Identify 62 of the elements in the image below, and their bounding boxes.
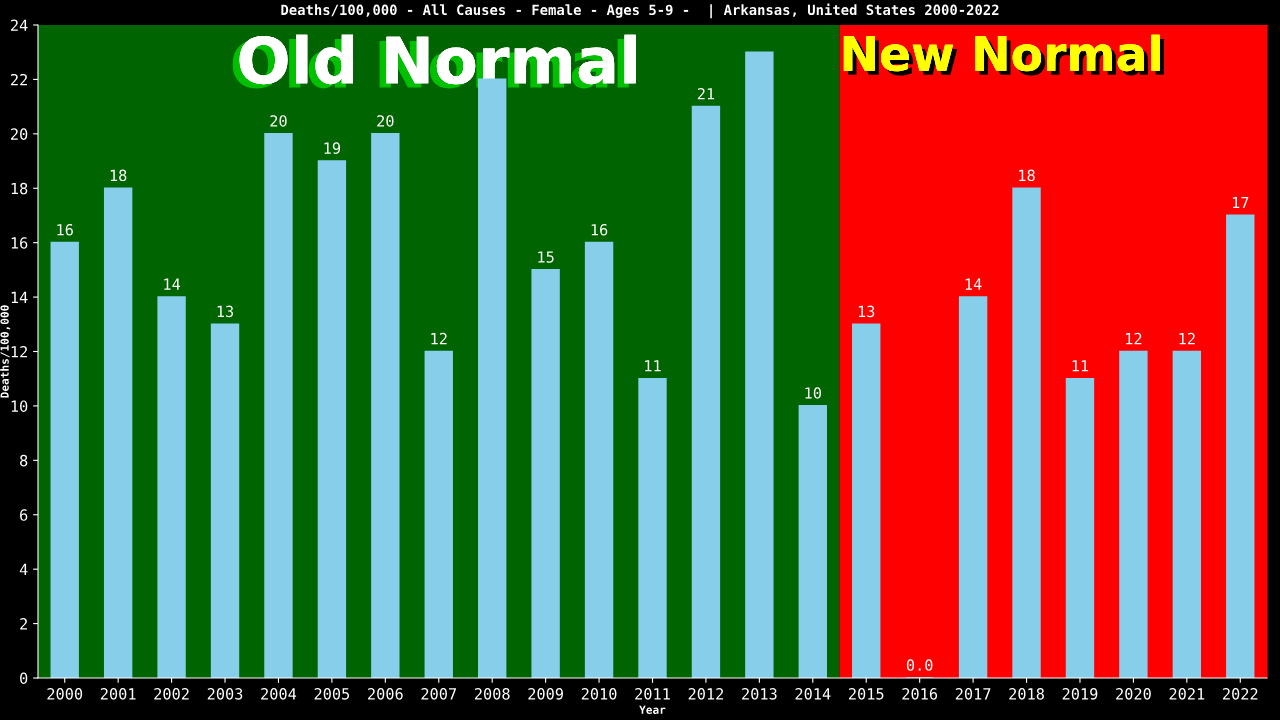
y-tick-label: 6 (20, 509, 28, 521)
x-tick-label: 2000 (47, 688, 83, 700)
y-tick-label: 24 (11, 19, 28, 31)
x-tick-label: 2007 (421, 688, 457, 700)
x-tick-label: 2019 (1062, 688, 1098, 700)
x-axis-title: Year (639, 705, 666, 714)
x-tick-label: 2004 (261, 688, 297, 700)
x-tick-label: 2009 (528, 688, 563, 700)
data-label: 10 (805, 387, 822, 399)
x-tick-label: 2002 (154, 688, 189, 700)
data-label: 17 (1232, 196, 1249, 209)
x-tick-label: 2022 (1223, 688, 1258, 700)
y-tick-label: 0 (20, 672, 28, 685)
x-tick-label: 2012 (688, 688, 724, 700)
x-tick-label: 2011 (635, 688, 670, 700)
data-label: 16 (57, 223, 73, 236)
x-tick-label: 2016 (902, 688, 938, 700)
y-tick-label: 2 (20, 618, 27, 630)
data-label: 0.0 (906, 659, 933, 671)
x-tick-label: 2001 (100, 688, 136, 700)
y-tick-label: 12 (11, 346, 27, 358)
y-tick-label: 4 (19, 563, 28, 576)
data-label: 16 (591, 223, 608, 236)
x-tick-label: 2013 (742, 688, 777, 700)
x-tick-label: 2014 (795, 688, 831, 700)
y-tick-label: 10 (11, 400, 28, 412)
y-tick-label: 16 (11, 237, 28, 249)
y-axis-title: Deaths/100,000 (0, 305, 11, 398)
data-label: 20 (270, 115, 287, 127)
x-tick-label: 2006 (368, 688, 403, 700)
data-label: 12 (431, 332, 447, 345)
x-tick-label: 2021 (1169, 688, 1205, 700)
data-label: 13 (217, 305, 234, 318)
band-label: New Normal (843, 34, 1164, 76)
x-tick-label: 2005 (314, 688, 350, 700)
y-tick-label: 22 (11, 73, 27, 86)
data-label: 12 (1179, 332, 1195, 345)
data-label: 11 (1072, 360, 1089, 372)
data-label: 20 (377, 115, 394, 127)
band-label: Old Normal (232, 34, 636, 89)
x-tick-label: 2010 (581, 688, 617, 700)
data-label: 14 (965, 278, 982, 290)
data-label: 21 (697, 87, 715, 100)
data-label: 13 (858, 305, 875, 318)
x-tick-label: 2020 (1116, 688, 1151, 700)
y-tick-label: 20 (11, 128, 28, 140)
data-label: 15 (538, 251, 554, 263)
data-label: 19 (324, 142, 341, 154)
y-tick-label: 8 (20, 454, 28, 467)
x-tick-label: 2003 (207, 688, 243, 700)
y-tick-label: 18 (11, 182, 28, 195)
x-tick-label: 2017 (955, 688, 991, 700)
x-tick-label: 2008 (474, 688, 510, 700)
x-tick-label: 2018 (1009, 688, 1044, 700)
data-label: 18 (110, 169, 127, 182)
data-label: 12 (1126, 332, 1142, 345)
x-tick-label: 2015 (848, 688, 884, 700)
data-label: 11 (645, 360, 661, 372)
data-label: 14 (164, 278, 181, 290)
chart-title: Deaths/100,000 - All Causes - Female - Ages 5-9 - | Arkansas, United States 2000-2022 (281, 3, 999, 19)
y-tick-label: 14 (11, 291, 28, 303)
data-label: 18 (1019, 169, 1035, 182)
